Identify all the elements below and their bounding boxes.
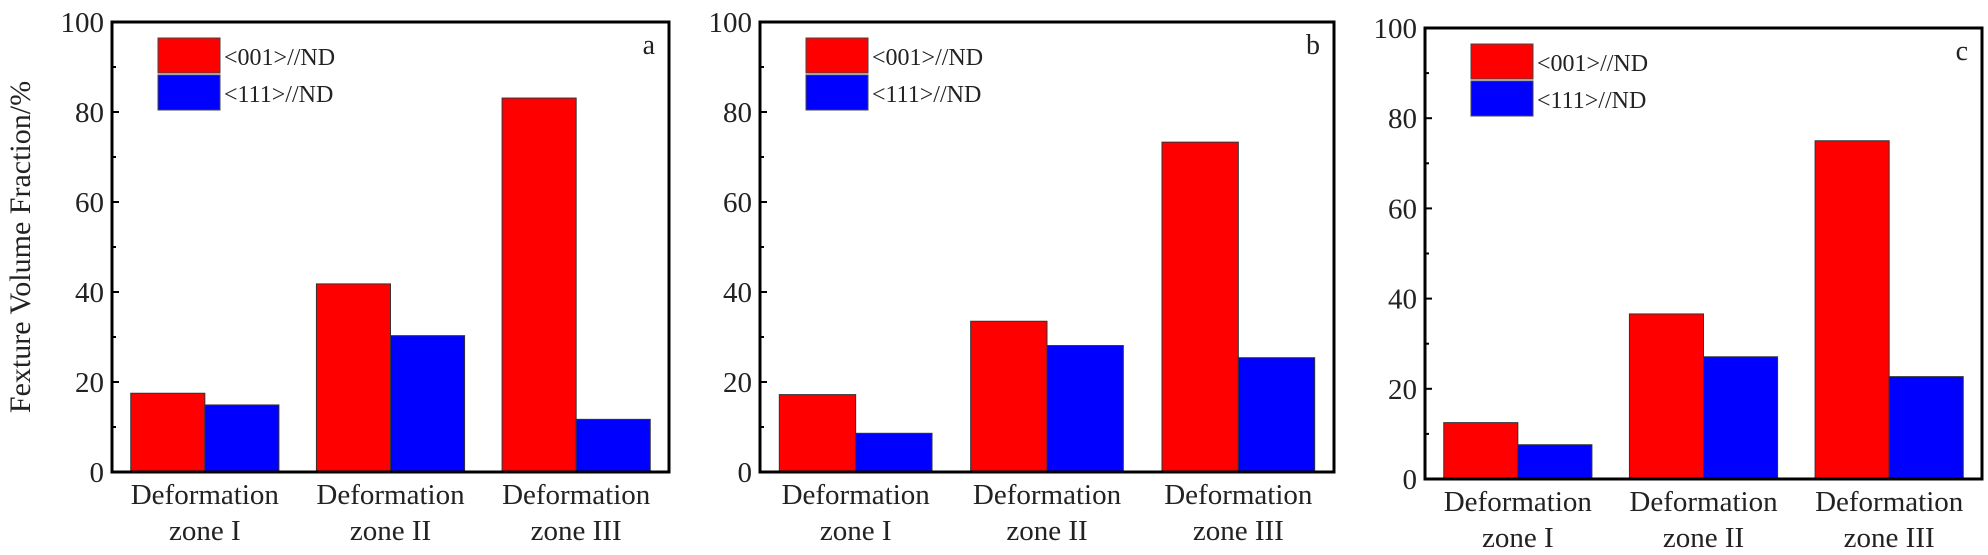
chart-panel-a: Deformation zone I Deformation zone II Defor… (4, 7, 671, 547)
bar-111-1 (1517, 444, 1593, 480)
legend-swatch-111 (805, 74, 869, 111)
x-tick-label: zone I (820, 515, 892, 547)
panel-label: a (643, 30, 656, 61)
bar-111-1 (855, 432, 933, 473)
y-tick-label: 80 (723, 97, 752, 129)
legend-swatch-001 (157, 37, 221, 74)
x-tick-label: zone I (1482, 522, 1554, 554)
legend-label: <111>//ND (872, 82, 981, 108)
y-axis-title: Fexture Volume Fraction/% (4, 81, 37, 413)
legend-swatch-111 (157, 74, 221, 111)
y-tick-label: 60 (723, 187, 752, 219)
x-tick-label: zone II (350, 515, 431, 547)
legend-label: <001>//ND (224, 45, 335, 71)
chart-panel-c: Deformation zone I Deformation zone II Defor… (1374, 13, 1984, 554)
y-tick-label: 20 (723, 367, 752, 399)
bar-111-3 (1888, 376, 1964, 480)
y-tick-label: 40 (75, 277, 104, 309)
bar-001-1 (1443, 422, 1519, 480)
x-tick-label: Deformation (782, 479, 931, 511)
y-tick-label: 40 (1388, 284, 1417, 316)
bar-111-2 (390, 335, 466, 473)
x-tick-label: zone II (1006, 515, 1087, 547)
bar-001-2 (970, 320, 1048, 473)
bar-001-3 (501, 97, 577, 473)
x-tick-label: Deformation (1444, 486, 1593, 518)
y-tick-label: 100 (1374, 13, 1418, 45)
x-tick-label: Deformation (973, 479, 1122, 511)
y-tick-label: 60 (75, 187, 104, 219)
x-tick-label: Deformation (1629, 486, 1778, 518)
x-tick-label: zone III (1844, 522, 1935, 554)
bar-111-1 (204, 404, 280, 473)
bar-001-1 (778, 394, 857, 473)
panel-label: b (1306, 30, 1320, 61)
panel-label: c (1956, 36, 1968, 67)
bar-001-2 (1628, 313, 1704, 480)
y-tick-label: 0 (738, 457, 753, 489)
y-tick-label: 0 (90, 457, 105, 489)
x-tick-label: Deformation (1164, 479, 1313, 511)
legend-label: <001>//ND (872, 45, 983, 71)
legend-swatch-001 (1470, 43, 1534, 80)
y-tick-label: 60 (1388, 193, 1417, 225)
y-tick-label: 20 (1388, 374, 1417, 406)
y-tick-label: 80 (75, 97, 104, 129)
chart-panel-b: Deformation zone I Deformation zone II Defor… (709, 7, 1336, 547)
y-tick-label: 0 (1403, 464, 1418, 496)
bar-111-2 (1046, 345, 1124, 473)
bar-111-3 (1237, 357, 1316, 473)
legend-label: <111>//ND (1537, 88, 1646, 114)
bar-111-2 (1703, 356, 1779, 480)
bar-001-1 (130, 392, 206, 473)
y-tick-label: 100 (61, 7, 105, 39)
y-tick-label: 80 (1388, 103, 1417, 135)
legend-swatch-001 (805, 37, 869, 74)
x-tick-label: Deformation (1815, 486, 1964, 518)
legend-swatch-111 (1470, 80, 1534, 117)
y-tick-label: 20 (75, 367, 104, 399)
x-tick-label: Deformation (131, 479, 280, 511)
bar-001-3 (1161, 141, 1239, 473)
bar-111-3 (575, 418, 651, 473)
bar-001-3 (1814, 140, 1890, 480)
x-tick-label: zone II (1663, 522, 1744, 554)
x-tick-label: Deformation (502, 479, 651, 511)
x-tick-label: zone III (1193, 515, 1284, 547)
legend-label: <111>//ND (224, 82, 333, 108)
legend-label: <001>//ND (1537, 51, 1648, 77)
bar-001-2 (315, 283, 392, 473)
x-tick-label: zone III (531, 515, 622, 547)
x-tick-label: zone I (169, 515, 241, 547)
y-tick-label: 40 (723, 277, 752, 309)
y-tick-label: 100 (709, 7, 753, 39)
x-tick-label: Deformation (316, 479, 465, 511)
